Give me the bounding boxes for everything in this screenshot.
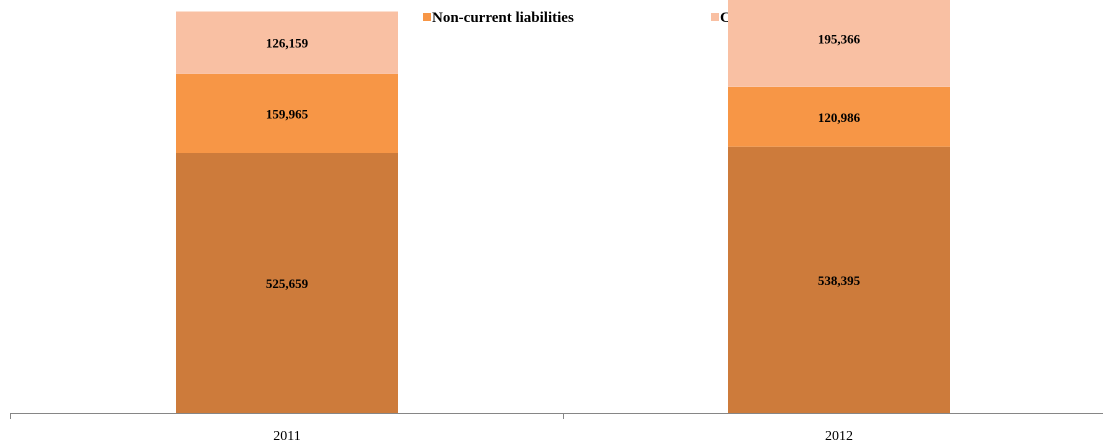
data-label: 159,965 [266,106,309,121]
bar-non-current-liabilities-2011 [176,73,398,153]
legend-swatch [423,13,431,21]
bar-current-liabilities-2012 [728,0,950,87]
bar-non-current-liabilities-2012 [728,86,950,147]
bar-equity-2012 [728,146,950,413]
bar-current-liabilities-2011 [176,11,398,74]
data-label: 538,395 [818,273,861,288]
bar-equity-2011 [176,153,398,413]
data-label: 126,159 [266,36,309,51]
bars [176,0,950,413]
x-axis: 2011 2012 [10,413,1103,444]
x-tick-label: 2012 [825,429,853,444]
legend-item-non-current-liabilities: Non-current liabilities [423,10,574,26]
data-label: 120,986 [818,110,861,125]
legend-swatch [711,13,719,21]
data-labels: 525,659 159,965 126,159 538,395 120,986 195,3… [266,32,861,292]
data-label: 195,366 [818,32,861,47]
legend-label: Non-current liabilities [432,10,574,26]
data-label: 525,659 [266,276,309,291]
x-tick-label: 2011 [273,429,300,444]
